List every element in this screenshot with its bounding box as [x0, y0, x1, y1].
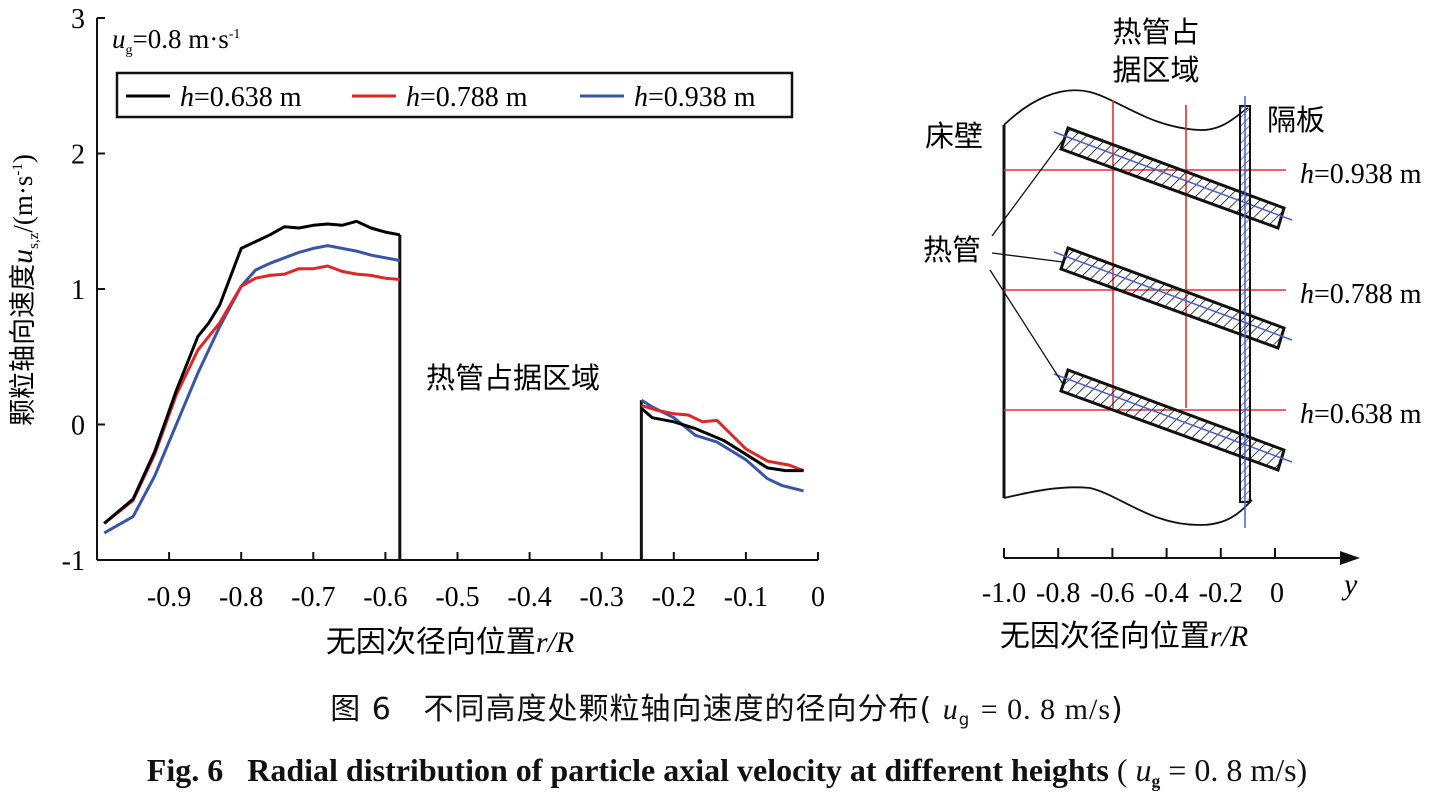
- series-line-2-segment-0: [103, 244, 401, 535]
- schematic-axis-var: y: [1341, 568, 1358, 601]
- x-axis-var: r/R: [536, 626, 574, 659]
- region-label-line1: 热管占: [1112, 15, 1199, 49]
- height-label-788: h=0.788 m: [1300, 279, 1422, 310]
- x-tick-label: -0.8: [219, 582, 263, 613]
- schematic-axis: -1.0 -0.8 -0.6 -0.4 -0.2 0 y: [982, 548, 1360, 609]
- caption-en-open: (: [1116, 752, 1128, 788]
- heat-pipe-top: [1053, 126, 1293, 230]
- caption-en-sub: g: [1151, 771, 1161, 792]
- caption-cn-close: ): [1111, 692, 1124, 727]
- schematic-tick-label: -0.8: [1036, 578, 1080, 609]
- caption-cn-sub: g: [958, 709, 971, 729]
- y-axis-var: u: [6, 249, 39, 264]
- caption-en-fig: Fig. 6: [146, 752, 224, 788]
- y-tick-label: 0: [71, 411, 85, 442]
- y-tick-label: 2: [71, 140, 85, 171]
- x-tick-label: -0.5: [435, 582, 479, 613]
- y-axis-title: 颗粒轴向速度us,z/(m·s-1): [6, 154, 42, 426]
- pipe-leader-lines: [989, 139, 1064, 385]
- x-axis-label: 无因次径向位置: [326, 625, 536, 660]
- series-line-0-segment-0: [103, 219, 401, 525]
- x-tick-label: -0.3: [580, 582, 624, 613]
- heat-pipe-middle: [1053, 246, 1293, 350]
- region-label-line2: 据区域: [1112, 53, 1199, 87]
- schematic-tick-label: -0.2: [1199, 578, 1243, 609]
- bed-outline-bottom: [1003, 486, 1253, 526]
- y-tick-label: -1: [62, 546, 85, 577]
- caption-cn-open: (: [919, 692, 933, 727]
- schematic-axis-ticks: -1.0 -0.8 -0.6 -0.4 -0.2 0: [982, 548, 1284, 609]
- baffle-label: 隔板: [1267, 103, 1325, 137]
- caption-cn-fig: 图 6: [330, 692, 392, 727]
- x-axis-title: 无因次径向位置r/R: [326, 625, 574, 660]
- schematic-tick-label: 0: [1270, 578, 1284, 609]
- condition-rest: =0.8 m·s: [133, 24, 229, 54]
- y-axis-unit-close: ): [8, 154, 38, 163]
- x-tick-label: 0: [811, 582, 825, 613]
- gap-label: 热管占据区域: [426, 361, 600, 395]
- x-tick-label: -0.6: [363, 582, 407, 613]
- x-tick-label: -0.7: [291, 582, 335, 613]
- y-axis-label: 颗粒轴向速度: [8, 264, 39, 426]
- caption-cn-text: 不同高度处颗粒轴向速度的径向分布: [423, 692, 920, 727]
- x-tick-label: -0.2: [652, 582, 696, 613]
- x-ticks: -0.9 -0.8 -0.7 -0.6 -0.5 -0.4 -0.3 -0.2 -0.1 0: [147, 552, 825, 613]
- y-tick-label: 1: [71, 275, 85, 306]
- caption-en-var: u: [1135, 752, 1152, 788]
- legend: h=0.638 m h=0.788 m h=0.938 m: [115, 71, 794, 119]
- x-tick-label: -0.4: [507, 582, 551, 613]
- height-label-938: h=0.938 m: [1300, 159, 1422, 190]
- heat-pipe-bottom: [1053, 368, 1293, 472]
- bed-wall-label: 床壁: [925, 119, 983, 153]
- caption-en-close: ): [1296, 752, 1308, 788]
- gap-walls: [398, 234, 643, 560]
- schematic-tick-label: -0.4: [1144, 578, 1188, 609]
- schematic-tick-label: -0.6: [1090, 578, 1134, 609]
- y-axis-unit-exp: -1: [10, 163, 26, 176]
- heat-pipe-schematic: 床壁 隔板 热管 热管占 据区域 h=0.938 m h=0.788 m h=0…: [923, 15, 1422, 654]
- series-lines: [103, 219, 805, 535]
- y-axis-sub: s,z: [26, 232, 42, 249]
- schematic-x-label: 无因次径向位置r/R: [1000, 619, 1248, 654]
- condition-var: u: [112, 24, 126, 54]
- heat-pipe-label: 热管: [923, 233, 981, 267]
- condition-sub: g: [126, 43, 133, 58]
- caption-en: Fig. 6 Radial distribution of particle a…: [0, 752, 1454, 792]
- legend-entry-2: h=0.938 m: [634, 82, 756, 113]
- height-label-638: h=0.638 m: [1300, 399, 1422, 430]
- caption-cn: 图 6 不同高度处颗粒轴向速度的径向分布( ug = 0. 8 m/s): [0, 684, 1454, 729]
- series-line-1-segment-1: [640, 404, 805, 473]
- series-line-2-segment-1: [640, 398, 804, 493]
- y-ticks: -1 0 1 2 3: [62, 4, 105, 577]
- condition-label: ug=0.8 m·s-1: [112, 24, 240, 58]
- legend-entry-0: h=0.638 m: [180, 82, 302, 113]
- y-tick-label: 3: [71, 4, 85, 35]
- schematic-tick-label: -1.0: [982, 578, 1026, 609]
- caption-en-rest: = 0. 8 m/s: [1168, 752, 1297, 788]
- legend-entry-1: h=0.788 m: [406, 82, 528, 113]
- caption-cn-rest: = 0. 8 m/s: [980, 693, 1112, 726]
- caption-en-text: Radial distribution of particle axial ve…: [247, 752, 1109, 788]
- series-line-0-segment-1: [640, 407, 804, 473]
- caption-cn-var: u: [942, 693, 959, 726]
- x-tick-label: -0.1: [724, 582, 768, 613]
- bed-outline-top: [1003, 89, 1249, 131]
- condition-exp: -1: [229, 27, 241, 42]
- x-tick-label: -0.9: [147, 582, 191, 613]
- y-axis-unit: /(m·s: [8, 176, 38, 233]
